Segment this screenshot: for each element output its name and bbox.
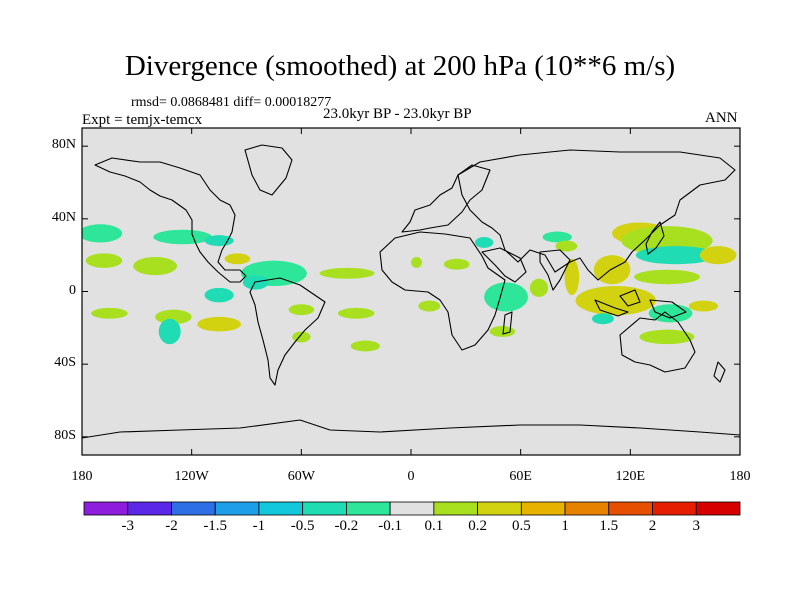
anomaly-region-4: [133, 256, 178, 276]
anomaly-region-13: [288, 304, 315, 316]
anomaly-region-30: [591, 313, 614, 325]
anomaly-region-20: [443, 258, 470, 270]
anomaly-region-8: [204, 287, 234, 303]
coast-europe: [401, 164, 491, 233]
colorbar-label-5: -0.2: [334, 518, 359, 534]
colorbar-swatch-14: [695, 501, 741, 516]
colorbar-swatch-1: [127, 501, 172, 516]
colorbar-swatch-2: [171, 501, 216, 516]
stats-line: rmsd= 0.0868481 diff= 0.00018277: [131, 95, 332, 110]
colorbar-label-8: 0.2: [468, 518, 487, 534]
colorbar-swatch-9: [477, 501, 522, 516]
lat-label-2: 0: [69, 282, 76, 298]
coast-north-america: [94, 157, 247, 283]
anomaly-region-1: [153, 229, 212, 245]
period-label: 23.0kyr BP - 23.0kyr BP: [323, 106, 472, 122]
anomaly-region-26: [564, 258, 580, 296]
lon-label-3: 0: [407, 469, 415, 484]
coast-arabia: [481, 247, 527, 283]
colorbar-label-0: -3: [121, 518, 134, 534]
anomaly-region-24: [529, 278, 549, 297]
colorbar-label-13: 3: [692, 518, 701, 534]
coast-africa: [379, 231, 506, 351]
colorbar-label-1: -2: [165, 518, 178, 534]
colorbar-swatch-0: [83, 501, 129, 516]
lon-label-4: 60E: [509, 469, 532, 484]
coast-india: [539, 249, 571, 291]
colorbar-label-11: 1.5: [599, 518, 619, 534]
anomaly-region-14: [292, 331, 311, 343]
lat-label-1: 40N: [51, 209, 76, 225]
colorbar-swatch-8: [433, 501, 479, 516]
colorbar-label-3: -1: [252, 518, 266, 534]
colorbar-swatch-12: [608, 501, 653, 516]
anomaly-region-37: [699, 246, 737, 265]
coast-indonesia: [594, 289, 687, 319]
coast-greenland: [244, 144, 293, 196]
anomaly-region-21: [474, 237, 494, 248]
colorbar-label-9: 0.5: [511, 518, 531, 534]
anomaly-region-25: [542, 231, 572, 243]
anomaly-region-9: [197, 316, 242, 332]
colorbar-label-6: -0.1: [378, 518, 402, 534]
anomaly-region-12: [158, 318, 181, 345]
lon-label-0: 180: [71, 469, 93, 484]
colorbar-swatch-7: [389, 501, 435, 516]
anomaly-layer: [82, 222, 737, 352]
anomaly-region-34: [633, 269, 700, 285]
coast-australia: [619, 311, 696, 373]
colorbar-label-2: -1.5: [203, 518, 228, 534]
anomaly-region-38: [688, 300, 719, 312]
coast-antarctica: [82, 419, 740, 439]
lat-label-4: 80S: [54, 427, 76, 443]
anomaly-region-19: [418, 300, 441, 312]
colorbar-swatch-11: [564, 501, 610, 516]
axis-ticks: [81, 128, 741, 455]
anomaly-region-23: [489, 326, 516, 337]
anomaly-region-18: [411, 256, 422, 268]
coastlines: [82, 144, 740, 439]
lon-label-1: 120W: [174, 469, 209, 484]
colorbar-swatch-3: [214, 501, 260, 516]
colorbar-swatch-6: [345, 501, 391, 516]
anomaly-region-15: [319, 267, 375, 279]
coast-asia: [457, 149, 736, 281]
anomaly-region-22: [484, 282, 528, 312]
colorbar-label-4: -0.5: [290, 518, 315, 534]
colorbar-label-10: 1: [561, 518, 569, 534]
lat-label-3: 40S: [54, 355, 76, 371]
anomaly-region-10: [91, 307, 128, 319]
coast-new-zealand: [713, 361, 726, 383]
anomaly-region-17: [350, 340, 380, 352]
coast-japan: [645, 221, 665, 255]
colorbar-swatch-5: [302, 501, 347, 516]
anomaly-region-3: [85, 253, 123, 268]
season-label: ANN: [705, 110, 738, 126]
colorbar-swatch-4: [258, 501, 304, 516]
anomaly-region-28: [593, 255, 631, 285]
lat-label-0: 80N: [51, 137, 76, 153]
coast-madagascar: [502, 311, 513, 335]
anomaly-region-33: [635, 246, 717, 265]
anomaly-region-0: [82, 224, 123, 243]
experiment-label: Expt = temjx-temcx: [82, 112, 203, 128]
colorbar-label-7: 0.1: [424, 518, 444, 534]
lon-label-6: 180: [729, 469, 751, 484]
colorbar-swatch-13: [652, 501, 697, 516]
anomaly-region-16: [337, 307, 375, 319]
anomaly-region-5: [224, 253, 251, 265]
lon-label-2: 60W: [287, 469, 315, 484]
coast-south-america: [249, 277, 326, 386]
plot-title: Divergence (smoothed) at 200 hPa (10**6 …: [124, 50, 676, 82]
anomaly-region-29: [575, 286, 656, 316]
anomaly-region-36: [639, 329, 695, 345]
colorbar: [83, 501, 741, 516]
lon-label-5: 120E: [615, 469, 646, 484]
anomaly-region-27: [555, 240, 578, 252]
colorbar-label-12: 2: [648, 518, 657, 534]
colorbar-swatch-10: [520, 501, 566, 516]
